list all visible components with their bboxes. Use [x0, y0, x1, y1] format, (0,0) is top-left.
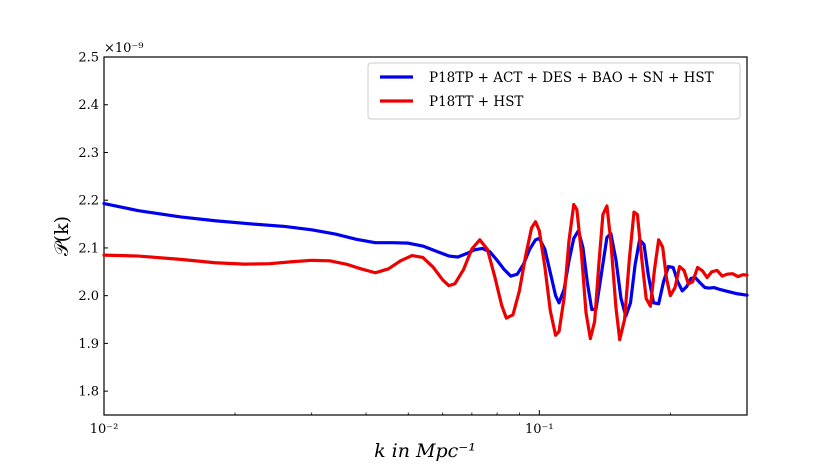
y-tick-label-1: 1.9 [78, 337, 99, 352]
x-tick-label-0: 10⁻² [90, 422, 119, 437]
y-tick-label-3: 2.1 [78, 241, 99, 256]
y-offset-label: ×10⁻⁹ [104, 41, 144, 56]
y-tick-label-6: 2.4 [78, 98, 99, 113]
x-tick-label-1: 10⁻¹ [525, 422, 554, 437]
legend: P18TP + ACT + DES + BAO + SN + HST P18TT… [367, 62, 741, 120]
y-tick-label-4: 2.2 [78, 194, 99, 209]
y-tick-label-0: 1.8 [78, 385, 99, 400]
legend-label-1: P18TT + HST [429, 94, 523, 110]
y-tick-label-2: 2.0 [78, 289, 99, 304]
ticks-layer: 1.8 1.9 2.0 2.1 2.2 2.3 2.4 2.5 10⁻² 10⁻¹ [78, 51, 671, 437]
legend-box [367, 62, 741, 120]
y-tick-label-5: 2.3 [78, 146, 99, 161]
series-line-1 [102, 202, 749, 342]
y-axis-label: 𝒫(k) [51, 216, 73, 256]
y-tick-label-7: 2.5 [78, 51, 99, 66]
series-layer [102, 201, 749, 342]
x-axis-label: k in Mpc⁻¹ [374, 440, 476, 462]
legend-label-0: P18TP + ACT + DES + BAO + SN + HST [429, 70, 714, 86]
